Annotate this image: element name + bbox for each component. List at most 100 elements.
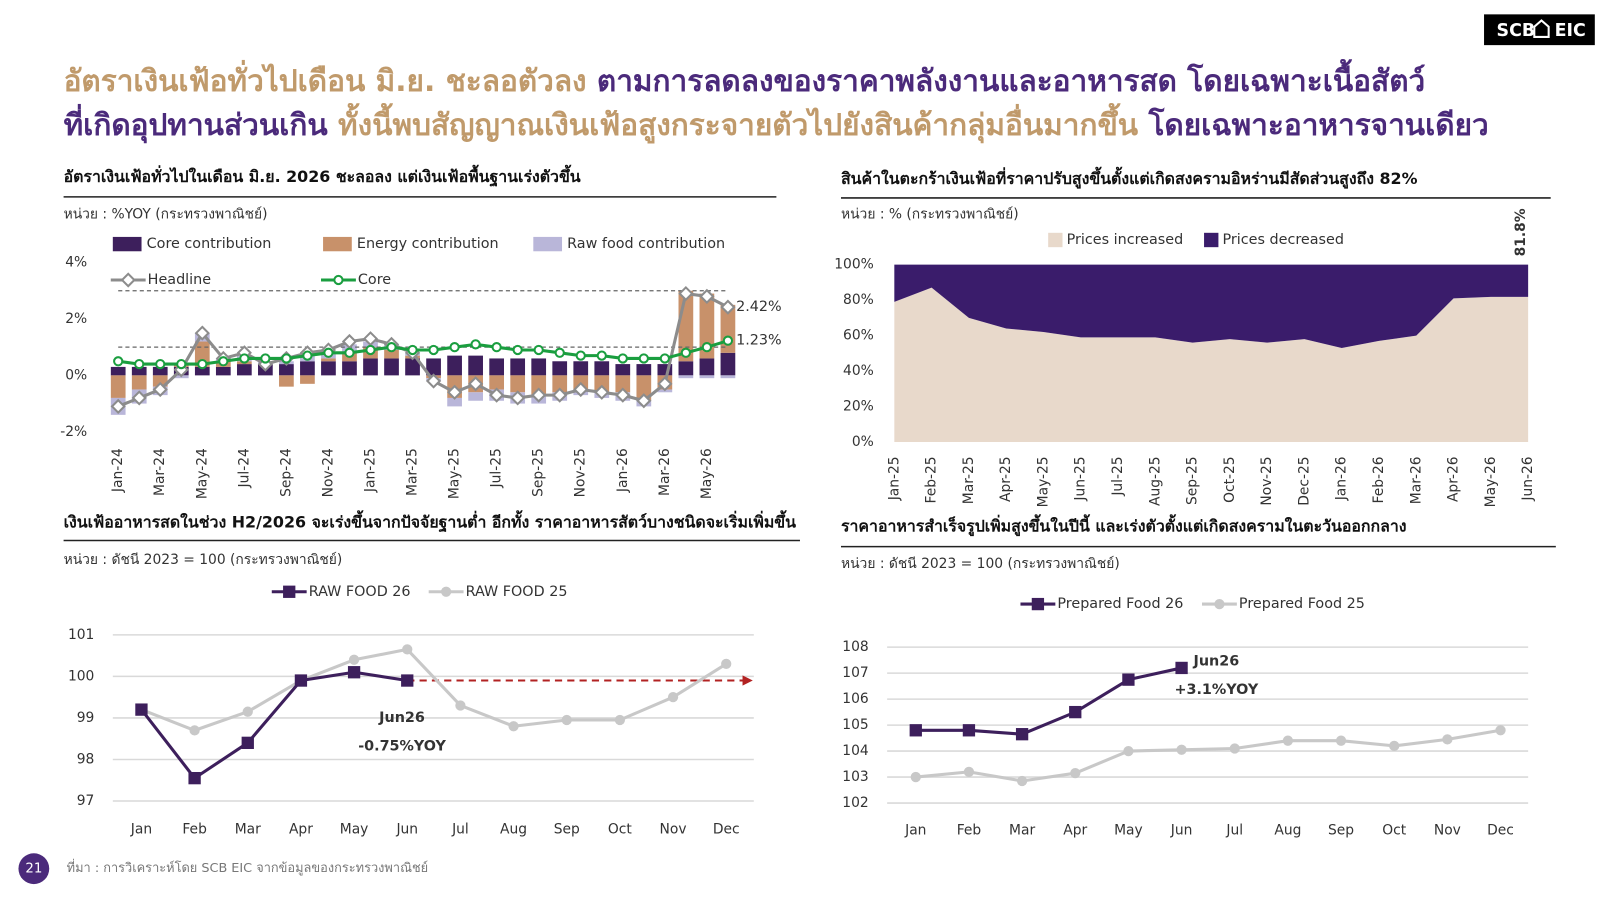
legend-label: Core [358,272,391,288]
bar-segment [236,364,252,376]
marker [386,342,397,353]
headline-segment: โดยเฉพาะอาหารจานเดียว [1138,107,1489,143]
annotation: +3.1%YOY [1174,682,1258,698]
x-tick-label: Aug-25 [1147,456,1163,506]
bar-segment [615,375,631,393]
bar-segment [405,358,420,376]
x-tick-label: Feb-25 [924,456,940,503]
y-tick-label: 99 [77,710,95,726]
x-tick-label: Dec [1487,823,1514,839]
marker [135,703,148,716]
bar-segment [447,355,462,376]
bar-segment [384,349,399,359]
bar-segment [531,375,547,396]
x-tick-label: Jul-24 [236,448,252,488]
x-tick-label: Oct [608,822,632,838]
x-tick-label: Jul-25 [1110,456,1126,496]
bar-segment [489,375,505,390]
legend-label: Prices decreased [1223,232,1344,248]
bar-segment [720,352,736,376]
x-tick-label: Apr-26 [1446,456,1462,502]
y-tick-label: 108 [842,639,868,655]
x-tick-label: Nov [1434,823,1461,839]
logo-icon [1533,19,1550,38]
marker [491,342,502,353]
bar-segment [531,358,547,376]
x-tick-label: Mar-26 [657,448,673,496]
marker [596,350,607,361]
marker [242,706,253,717]
marker [680,347,691,358]
bar-segment [678,361,694,376]
marker [636,393,652,409]
logo-box [1484,14,1595,46]
legend-marker [1031,597,1045,611]
marker [512,344,523,356]
bar-segment [300,361,315,376]
marker [721,658,732,670]
marker [615,387,631,403]
x-tick-label: Mar-26 [1408,456,1424,504]
chart-unit: หน่วย : % (กระทรวงพาณิชย์) [841,205,1019,222]
series-line [915,666,1182,736]
marker [910,771,921,783]
marker [260,353,271,364]
bar-segment [321,358,336,362]
x-tick-label: Nov-25 [573,448,589,497]
data-label: 1.23% [736,333,782,349]
headline-segment: ทั้งนี้พบสัญญาณเงินเฟ้อสูงกระจายตัวไปยัง… [328,102,1139,144]
x-tick-label: Sep-25 [1185,456,1201,505]
marker [446,384,463,400]
headline-segment: ที่เกิดอุปทานส่วนเกิน [64,103,329,143]
x-tick-label: Jan [904,823,926,839]
x-tick-label: Jan [130,822,152,838]
legend-marker [1214,598,1225,610]
bar-segment [110,375,126,398]
bar-segment [510,358,526,376]
legend-label: Core contribution [147,236,272,252]
bar-segment [636,375,652,401]
legend-label: Raw food contribution [567,236,725,252]
bar-segment [363,358,378,376]
x-tick-label: Jul-25 [489,448,505,488]
marker [617,353,628,364]
marker [594,384,610,400]
y-tick-label: 105 [842,717,868,733]
annotation: Jun26 [378,710,425,726]
marker [134,358,145,370]
marker [401,674,414,687]
marker [188,771,201,785]
bar-segment [573,361,589,376]
x-tick-label: Jun [395,822,418,838]
marker [110,398,126,414]
marker [1442,734,1453,745]
y-tick-label: 106 [842,691,868,707]
marker [1015,728,1029,741]
x-tick-label: Apr [289,822,313,838]
x-tick-label: Mar-25 [961,456,977,504]
marker [131,390,147,406]
marker [365,344,376,356]
marker [402,644,413,655]
marker [152,381,168,398]
chart-title: อัตราเงินเฟ้อทั่วไปในเดือน มิ.ย. 2026 ชะ… [64,164,581,187]
marker [218,356,229,367]
marker [155,358,166,370]
marker [657,376,673,392]
annotation: -0.75%YOY [358,739,446,755]
marker [531,387,547,403]
marker [407,344,418,356]
x-tick-label: Feb [182,822,207,838]
bar-segment [426,358,441,376]
marker [678,285,694,302]
x-tick-label: Sep-24 [278,448,294,497]
marker [533,344,544,356]
chart-unit: หน่วย : ดัชนี 2023 = 100 (กระทรวงพาณิชย์… [64,551,343,568]
legend-label: Headline [148,272,212,288]
marker [614,714,626,726]
marker [720,299,736,315]
x-tick-label: May-26 [699,448,715,499]
data-label: 81.8% [1513,208,1529,256]
x-tick-label: Jan-25 [886,456,902,501]
bar-segment [300,375,315,384]
